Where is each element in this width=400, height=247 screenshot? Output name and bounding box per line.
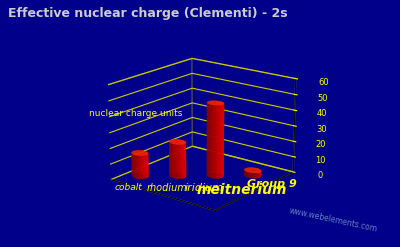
Text: Effective nuclear charge (Clementi) - 2s: Effective nuclear charge (Clementi) - 2s bbox=[8, 7, 288, 21]
Text: www.webelements.com: www.webelements.com bbox=[288, 207, 378, 234]
